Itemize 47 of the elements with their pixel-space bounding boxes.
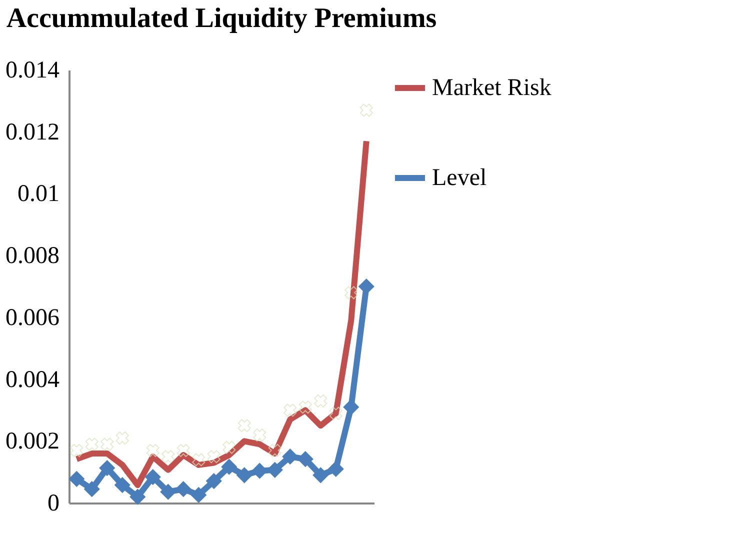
y-tick-label: 0.012 <box>6 119 60 146</box>
point <box>268 444 282 457</box>
point <box>146 444 160 457</box>
point <box>100 438 114 451</box>
legend-label: Level <box>432 165 487 191</box>
point <box>70 444 84 457</box>
y-tick-label: 0.008 <box>6 243 60 270</box>
point <box>360 104 373 117</box>
point <box>206 472 222 490</box>
y-tick-label: 0.006 <box>6 304 60 331</box>
point <box>314 394 328 408</box>
chart-title: Accummulated Liquidity Premiums <box>6 3 437 34</box>
point <box>282 448 298 465</box>
point <box>328 460 344 478</box>
point <box>192 453 206 466</box>
y-tick-label: 0.01 <box>18 181 60 208</box>
point <box>329 406 342 420</box>
point <box>222 440 236 454</box>
point <box>312 467 329 484</box>
point <box>84 481 100 498</box>
point <box>176 444 190 457</box>
point <box>116 431 129 445</box>
point <box>99 460 116 476</box>
point <box>130 488 146 505</box>
point <box>238 419 251 432</box>
point <box>114 477 130 494</box>
y-tick-label: 0.014 <box>6 58 60 84</box>
legend-label: Market Risk <box>432 75 552 101</box>
point <box>344 286 358 300</box>
point <box>85 438 98 451</box>
point <box>144 468 161 486</box>
point <box>190 486 207 504</box>
y-tick-label: 0 <box>48 490 60 516</box>
point <box>297 451 314 468</box>
y-tick-label: 0.002 <box>6 428 60 455</box>
point <box>221 458 238 475</box>
point <box>298 400 312 414</box>
point <box>162 450 175 464</box>
point <box>68 470 85 487</box>
point <box>343 399 360 416</box>
point <box>284 404 297 417</box>
y-tick-label: 0.004 <box>6 366 60 393</box>
point <box>207 450 220 464</box>
point <box>175 481 192 498</box>
point <box>160 484 176 500</box>
point <box>236 467 252 484</box>
point <box>253 428 266 442</box>
